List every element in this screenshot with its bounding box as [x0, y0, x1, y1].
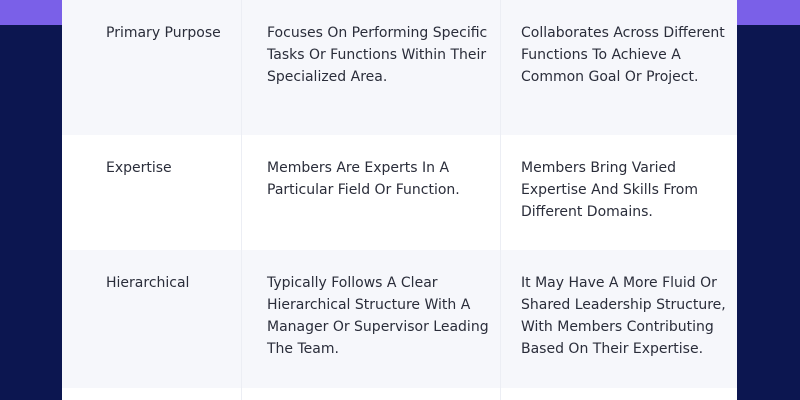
- functional-team-cell: Members Are Experts In A Particular Fiel…: [242, 135, 501, 250]
- table-row: Expertise Members Are Experts In A Parti…: [62, 135, 737, 250]
- comparison-table: Primary Purpose Focuses On Performing Sp…: [62, 0, 737, 400]
- table-row: [62, 388, 737, 400]
- cross-functional-team-cell: Members Bring Varied Expertise And Skill…: [521, 160, 699, 220]
- functional-team-cell: Typically Follows A Clear Hierarchical S…: [242, 250, 501, 388]
- table-row: Primary Purpose Focuses On Performing Sp…: [62, 0, 737, 135]
- cross-functional-team-cell: [501, 388, 737, 400]
- row-label-cell: [62, 388, 242, 400]
- row-label-cell: Primary Purpose: [62, 0, 242, 135]
- cross-functional-team-cell: It May Have A More Fluid Or Shared Leade…: [521, 275, 726, 357]
- cross-functional-team-cell: Collaborates Across Different Functions …: [521, 25, 725, 85]
- row-label-cell: Hierarchical: [62, 250, 242, 388]
- functional-team-cell: Focuses On Performing Specific Tasks Or …: [242, 0, 501, 135]
- table-row: Hierarchical Typically Follows A Clear H…: [62, 250, 737, 388]
- functional-team-cell: [242, 388, 501, 400]
- row-label-cell: Expertise: [62, 135, 242, 250]
